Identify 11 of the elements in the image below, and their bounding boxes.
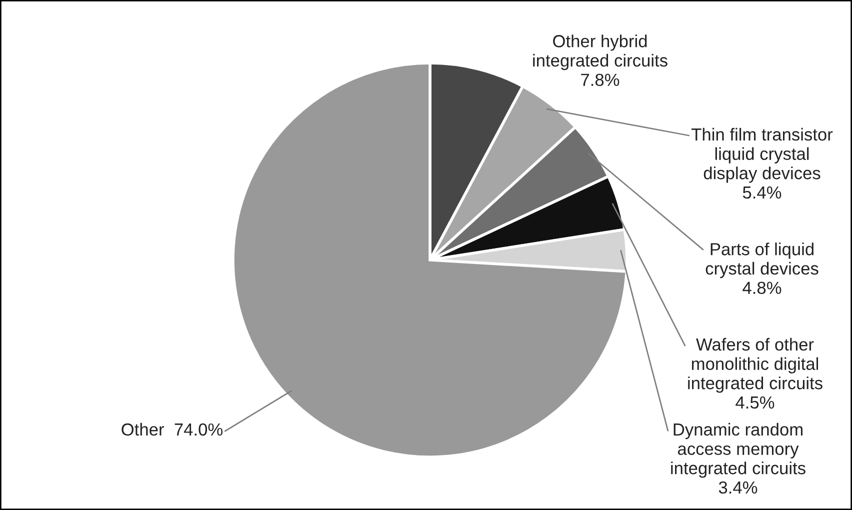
slice-label: Wafers of other monolithic digital integrated circuits: [688, 338, 822, 393]
data-label: 3.4%: [718, 481, 758, 494]
slice-label: Other hybrid integrated circuits: [533, 34, 668, 70]
slice-label: Parts of liquid crystal devices: [706, 242, 818, 278]
data-label: 5.4%: [742, 186, 782, 199]
slice-label: Dynamic random access memory integrated circuits: [671, 422, 806, 478]
data-label: 4.5%: [736, 396, 774, 409]
data-label: 7.8%: [581, 74, 620, 86]
data-label: 4.8%: [742, 282, 782, 294]
slice-label: Other 74.0%: [122, 422, 223, 436]
slice-label: Thin film transistor liquid crystal display devices: [691, 128, 833, 183]
